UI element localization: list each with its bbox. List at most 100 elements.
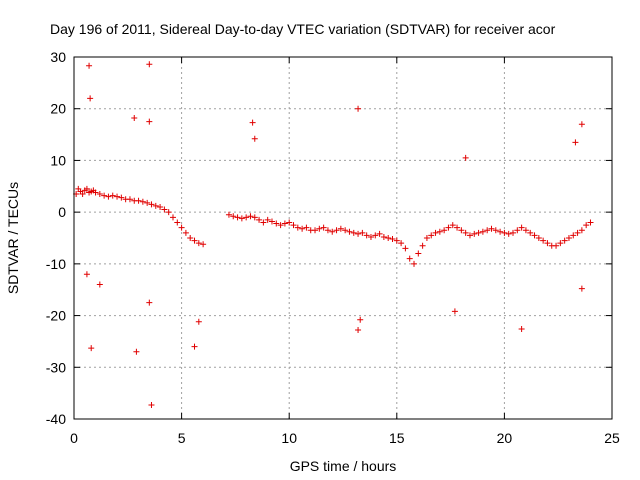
- data-point: [182, 229, 189, 236]
- data-point: [161, 206, 168, 213]
- data-point: [398, 240, 405, 247]
- data-point: [320, 224, 327, 231]
- data-point: [411, 260, 418, 267]
- data-point: [146, 299, 153, 306]
- data-point: [466, 232, 473, 239]
- data-point: [501, 229, 508, 236]
- x-tick-label: 20: [497, 430, 513, 446]
- data-point: [445, 224, 452, 231]
- data-point: [449, 222, 456, 229]
- x-tick-label: 15: [389, 430, 405, 446]
- data-point: [96, 191, 103, 198]
- data-point: [527, 229, 534, 236]
- data-point: [148, 402, 155, 409]
- data-point: [101, 192, 108, 199]
- data-point: [152, 202, 159, 209]
- data-point: [92, 189, 99, 196]
- data-point: [294, 224, 301, 231]
- data-point: [484, 227, 491, 234]
- data-point: [86, 62, 93, 69]
- data-point: [157, 203, 164, 210]
- data-point: [195, 240, 202, 247]
- data-point: [393, 237, 400, 244]
- data-point: [146, 61, 153, 68]
- data-point: [133, 348, 140, 355]
- data-point: [79, 191, 86, 198]
- data-point: [475, 229, 482, 236]
- data-point: [561, 237, 568, 244]
- data-point: [118, 194, 125, 201]
- y-tick-label: 0: [58, 204, 66, 220]
- data-point: [96, 281, 103, 288]
- data-point: [260, 219, 267, 226]
- data-point: [342, 227, 349, 234]
- data-point: [497, 228, 504, 235]
- data-point: [191, 343, 198, 350]
- data-point: [518, 326, 525, 333]
- data-point: [312, 227, 319, 234]
- data-point: [139, 198, 146, 205]
- data-point: [505, 230, 512, 237]
- data-point: [535, 235, 542, 241]
- data-point: [187, 235, 194, 241]
- data-point: [135, 197, 142, 204]
- data-point: [578, 285, 585, 292]
- grid-layer: [74, 57, 612, 419]
- data-point: [191, 237, 198, 244]
- data-point: [251, 214, 258, 221]
- data-point: [131, 115, 138, 122]
- data-point: [109, 192, 116, 199]
- data-point: [389, 236, 396, 243]
- y-axis-label: SDTVAR / TECUs: [5, 182, 21, 294]
- y-tick-label: 10: [50, 152, 66, 168]
- data-point: [572, 139, 579, 146]
- data-point: [178, 224, 185, 231]
- data-point: [346, 228, 353, 235]
- data-point: [578, 227, 585, 234]
- data-point: [230, 213, 237, 220]
- data-point: [277, 222, 284, 229]
- data-point: [462, 154, 469, 161]
- data-point: [415, 250, 422, 257]
- data-point: [363, 232, 370, 239]
- data-point: [479, 228, 486, 235]
- data-point: [488, 225, 495, 232]
- chart-title: Day 196 of 2011, Sidereal Day-to-day VTE…: [50, 21, 556, 37]
- data-point: [273, 220, 280, 227]
- data-point: [355, 105, 362, 112]
- data-point: [256, 216, 263, 223]
- data-point: [249, 119, 256, 126]
- data-point: [518, 224, 525, 231]
- data-point: [574, 229, 581, 236]
- data-point: [492, 227, 499, 234]
- data-point: [200, 241, 207, 248]
- data-point: [243, 214, 250, 221]
- y-tick-label: -20: [46, 308, 66, 324]
- data-point: [454, 224, 461, 231]
- x-axis-label: GPS time / hours: [290, 458, 397, 474]
- x-tick-label: 5: [178, 430, 186, 446]
- data-point: [333, 227, 340, 234]
- data-point: [355, 230, 362, 237]
- data-point: [337, 225, 344, 232]
- data-point: [462, 229, 469, 236]
- data-point: [406, 255, 413, 262]
- data-point: [316, 225, 323, 232]
- data-point: [557, 240, 564, 247]
- data-point: [553, 242, 560, 249]
- data-point: [587, 219, 594, 226]
- data-point: [458, 227, 465, 234]
- data-point: [359, 229, 366, 236]
- data-point: [441, 227, 448, 234]
- x-tick-label: 25: [604, 430, 620, 446]
- plot-frame: [73, 56, 613, 420]
- data-point: [402, 245, 409, 252]
- data-point: [83, 185, 90, 192]
- data-point: [87, 95, 94, 102]
- data-point: [286, 219, 293, 226]
- data-point: [195, 318, 202, 325]
- data-point: [88, 345, 95, 352]
- data-point: [165, 209, 172, 216]
- data-point: [514, 227, 521, 234]
